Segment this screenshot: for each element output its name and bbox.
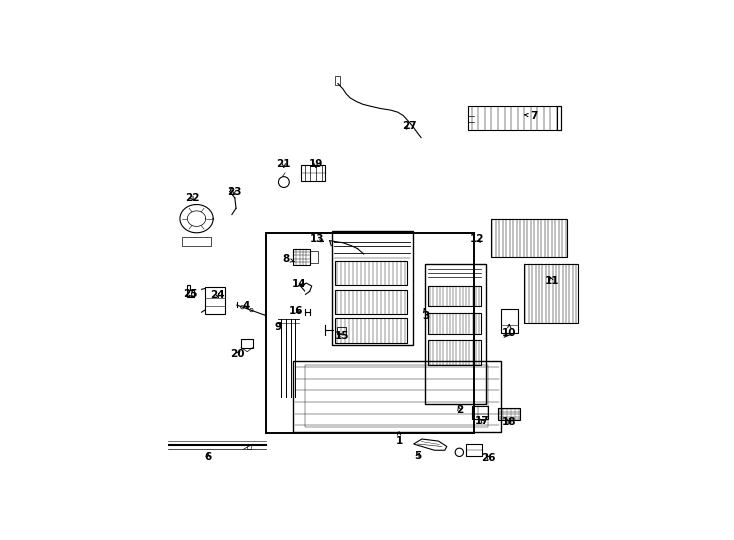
Bar: [302, 165, 325, 181]
Text: 6: 6: [204, 452, 211, 462]
Bar: [425, 265, 487, 404]
Text: 20: 20: [230, 349, 245, 359]
Text: 21: 21: [277, 159, 291, 169]
Bar: [335, 318, 407, 343]
Text: 9: 9: [274, 322, 281, 332]
Text: 5: 5: [414, 451, 421, 461]
Text: 16: 16: [289, 306, 304, 316]
Text: 10: 10: [502, 325, 517, 338]
Bar: [293, 361, 501, 431]
Bar: [468, 106, 562, 131]
Text: 11: 11: [545, 276, 559, 286]
Text: 27: 27: [402, 122, 417, 131]
Bar: [182, 237, 211, 246]
Bar: [305, 365, 488, 427]
Text: 19: 19: [309, 159, 323, 169]
Bar: [490, 219, 567, 257]
Text: 23: 23: [227, 187, 241, 197]
Text: 13: 13: [310, 234, 324, 244]
Text: 14: 14: [292, 279, 307, 289]
Bar: [428, 340, 482, 365]
Bar: [428, 286, 482, 306]
Bar: [337, 327, 346, 334]
Bar: [247, 444, 252, 449]
Bar: [524, 265, 578, 322]
Bar: [428, 313, 482, 334]
Bar: [205, 287, 225, 314]
Text: 24: 24: [210, 290, 225, 300]
Text: 12: 12: [470, 234, 484, 244]
Text: 1: 1: [396, 432, 403, 446]
Text: 26: 26: [482, 453, 495, 463]
Text: 8: 8: [282, 254, 294, 265]
Bar: [241, 339, 252, 348]
Bar: [501, 309, 517, 333]
Text: 2: 2: [456, 405, 463, 415]
Bar: [266, 233, 474, 433]
Bar: [310, 251, 318, 263]
Bar: [335, 290, 407, 314]
Text: 3: 3: [423, 308, 429, 321]
Bar: [293, 248, 310, 265]
Bar: [335, 77, 340, 85]
Text: 4: 4: [243, 301, 250, 311]
Text: 17: 17: [475, 416, 490, 426]
Bar: [472, 406, 487, 419]
Bar: [557, 106, 562, 131]
Bar: [332, 231, 413, 346]
Bar: [465, 444, 482, 456]
Text: 18: 18: [502, 417, 517, 427]
Bar: [498, 408, 520, 420]
Bar: [335, 261, 407, 285]
Text: 7: 7: [525, 111, 538, 120]
Text: 22: 22: [185, 193, 199, 203]
Text: 15: 15: [335, 331, 349, 341]
Text: 25: 25: [183, 289, 197, 299]
